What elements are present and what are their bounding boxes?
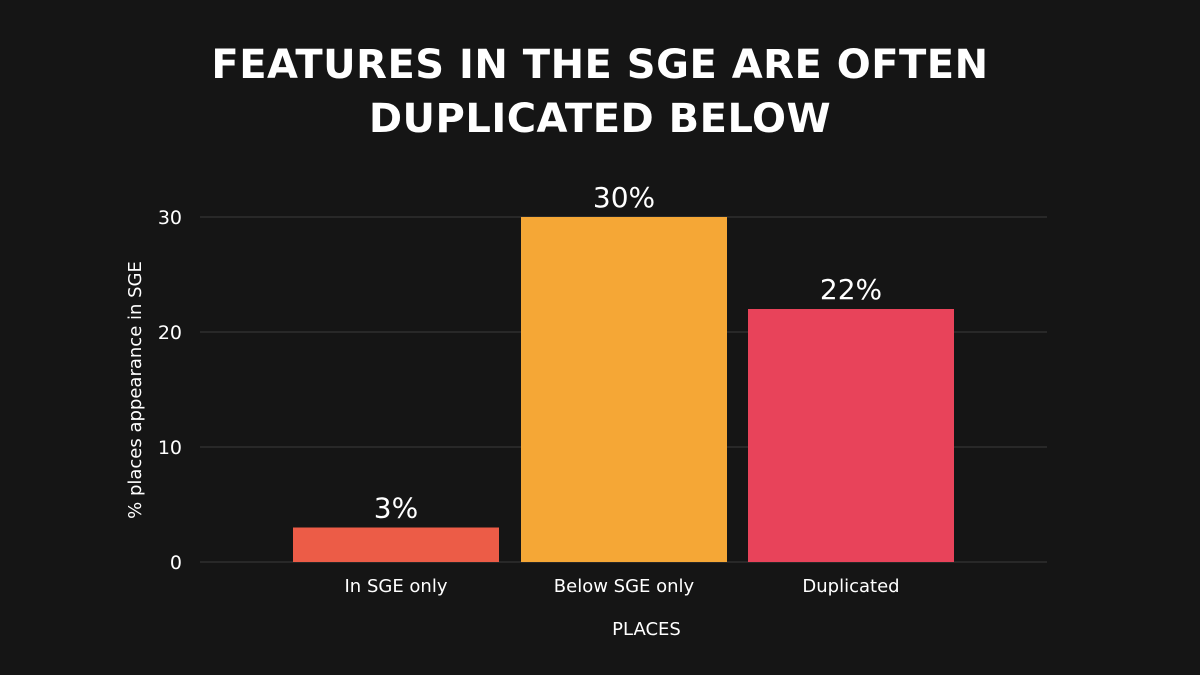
data-label: 30% bbox=[593, 181, 655, 214]
bar bbox=[521, 217, 727, 562]
y-tick-label: 30 bbox=[158, 207, 182, 229]
y-tick-label: 0 bbox=[170, 552, 182, 574]
chart-title: FEATURES IN THE SGE ARE OFTEN DUPLICATED… bbox=[0, 38, 1200, 146]
y-axis-label: % places appearance in SGE bbox=[125, 261, 146, 519]
x-axis-label: PLACES bbox=[612, 619, 681, 640]
data-label: 22% bbox=[820, 273, 882, 306]
bar bbox=[748, 309, 954, 562]
data-label: 3% bbox=[374, 492, 418, 525]
bar bbox=[293, 527, 499, 562]
chart-title-line-2: DUPLICATED BELOW bbox=[368, 96, 832, 142]
chart-title-line-1: FEATURES IN THE SGE ARE OFTEN bbox=[211, 42, 989, 88]
x-tick-label: In SGE only bbox=[345, 576, 448, 597]
y-tick-label: 20 bbox=[158, 322, 182, 344]
x-tick-label: Duplicated bbox=[802, 576, 899, 597]
y-tick-label: 10 bbox=[158, 437, 182, 459]
x-tick-label: Below SGE only bbox=[554, 576, 695, 597]
